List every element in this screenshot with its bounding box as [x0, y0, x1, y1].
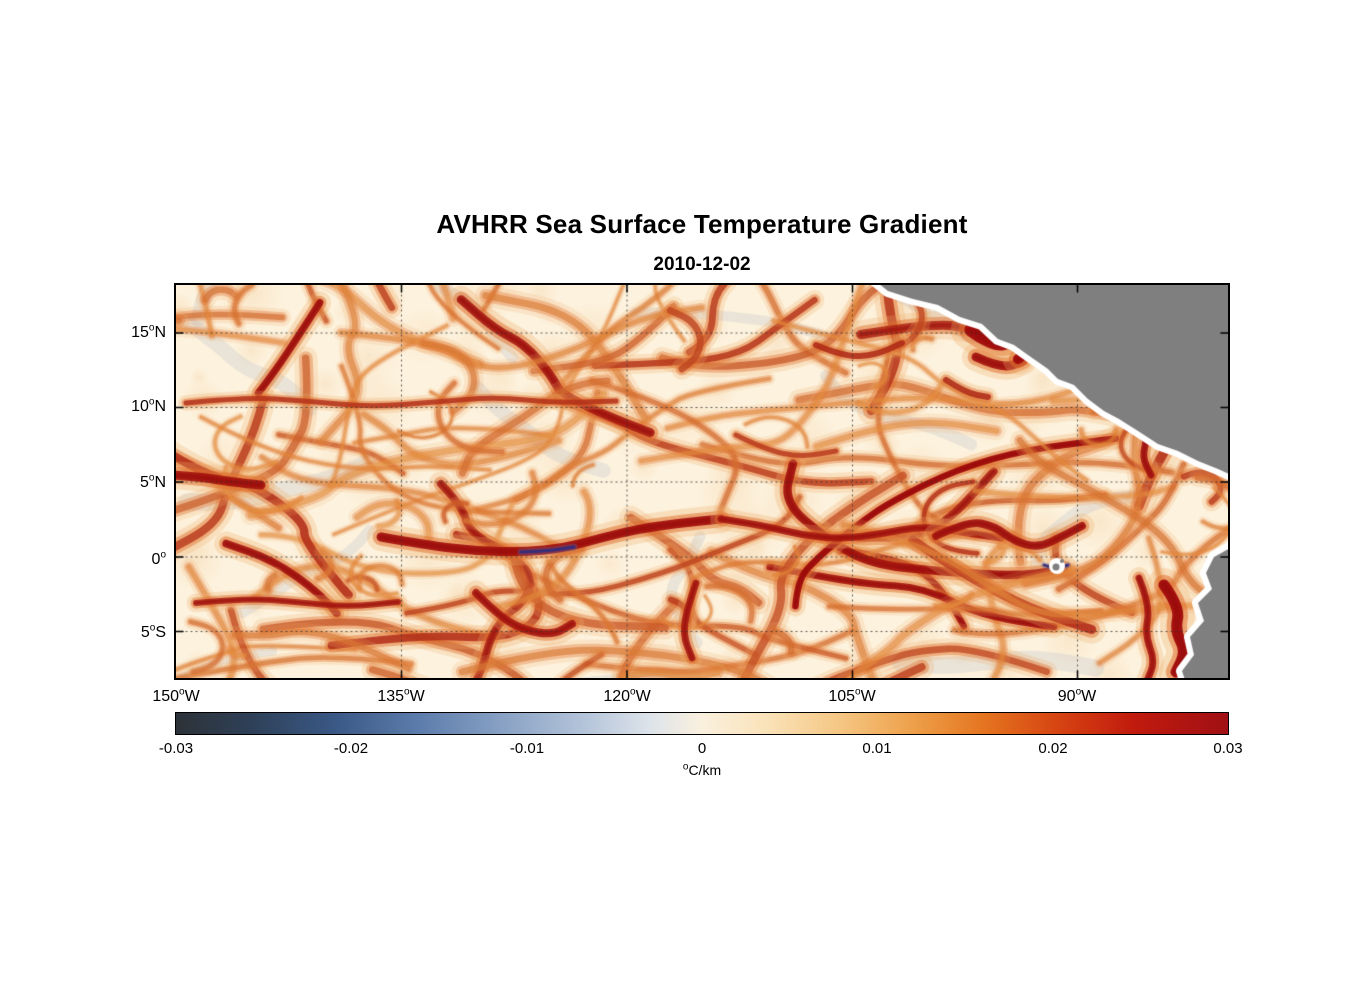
colorbar: [175, 712, 1229, 735]
map-plot: [174, 283, 1230, 680]
y-tick-0: 0o: [151, 549, 166, 568]
y-tick-5s: 5oS: [140, 622, 166, 641]
colorbar-tick-0: 0: [697, 740, 707, 757]
colorbar-tick-003: 0.03: [1213, 740, 1243, 757]
colorbar-tick-001: 0.01: [862, 740, 892, 757]
sst-gradient-heatmap: [176, 285, 1228, 678]
y-tick-5n: 5oN: [139, 472, 166, 491]
x-tick-90w: 90oW: [1057, 686, 1097, 705]
chart-date: 2010-12-02: [653, 254, 751, 275]
x-tick-120w: 120oW: [603, 686, 651, 705]
colorbar-tick-neg003: -0.03: [158, 740, 194, 757]
y-tick-10n: 10oN: [131, 396, 166, 415]
colorbar-tick-002: 0.02: [1038, 740, 1068, 757]
colorbar-tick-neg001: -0.01: [509, 740, 545, 757]
colorbar-tick-neg002: -0.02: [333, 740, 369, 757]
x-tick-135w: 135oW: [377, 686, 425, 705]
x-tick-150w: 150oW: [152, 686, 200, 705]
colorbar-unit: oC/km: [682, 761, 722, 778]
chart-title: AVHRR Sea Surface Temperature Gradient: [436, 209, 968, 239]
x-tick-105w: 105oW: [828, 686, 876, 705]
y-tick-15n: 15oN: [131, 322, 166, 341]
